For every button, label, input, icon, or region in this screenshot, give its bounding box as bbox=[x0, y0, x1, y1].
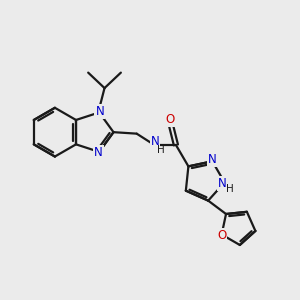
Text: N: N bbox=[95, 105, 104, 119]
Text: N: N bbox=[218, 177, 226, 190]
Text: N: N bbox=[94, 146, 103, 159]
Text: H: H bbox=[226, 184, 234, 194]
Text: O: O bbox=[165, 113, 175, 126]
Text: N: N bbox=[208, 153, 217, 166]
Text: H: H bbox=[157, 145, 164, 155]
Text: O: O bbox=[217, 229, 226, 242]
Text: N: N bbox=[151, 136, 160, 148]
